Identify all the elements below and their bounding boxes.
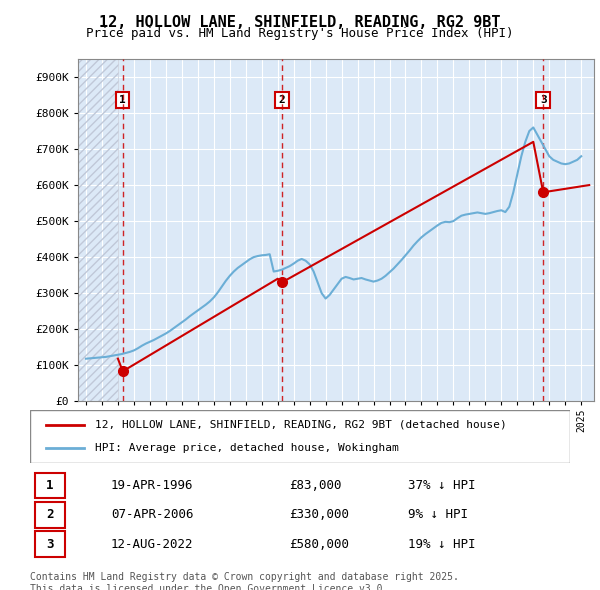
Text: 3: 3 xyxy=(46,537,54,550)
Text: £83,000: £83,000 xyxy=(289,479,342,492)
Text: 19% ↓ HPI: 19% ↓ HPI xyxy=(408,537,476,550)
Text: £330,000: £330,000 xyxy=(289,508,349,522)
Text: 2: 2 xyxy=(278,95,286,105)
FancyBboxPatch shape xyxy=(30,410,570,463)
Text: 12, HOLLOW LANE, SHINFIELD, READING, RG2 9BT (detached house): 12, HOLLOW LANE, SHINFIELD, READING, RG2… xyxy=(95,420,506,430)
Text: £580,000: £580,000 xyxy=(289,537,349,550)
Text: 2: 2 xyxy=(46,508,54,522)
Text: 1: 1 xyxy=(46,479,54,492)
FancyBboxPatch shape xyxy=(35,473,65,499)
Text: 9% ↓ HPI: 9% ↓ HPI xyxy=(408,508,468,522)
Text: HPI: Average price, detached house, Wokingham: HPI: Average price, detached house, Woki… xyxy=(95,443,398,453)
Text: Contains HM Land Registry data © Crown copyright and database right 2025.
This d: Contains HM Land Registry data © Crown c… xyxy=(30,572,459,590)
Text: 19-APR-1996: 19-APR-1996 xyxy=(111,479,193,492)
Text: 07-APR-2006: 07-APR-2006 xyxy=(111,508,193,522)
Text: 12-AUG-2022: 12-AUG-2022 xyxy=(111,537,193,550)
FancyBboxPatch shape xyxy=(35,531,65,557)
Text: Price paid vs. HM Land Registry's House Price Index (HPI): Price paid vs. HM Land Registry's House … xyxy=(86,27,514,40)
Text: 12, HOLLOW LANE, SHINFIELD, READING, RG2 9BT: 12, HOLLOW LANE, SHINFIELD, READING, RG2… xyxy=(99,15,501,30)
FancyBboxPatch shape xyxy=(35,502,65,527)
Text: 1: 1 xyxy=(119,95,126,105)
Text: 37% ↓ HPI: 37% ↓ HPI xyxy=(408,479,476,492)
Text: 3: 3 xyxy=(540,95,547,105)
